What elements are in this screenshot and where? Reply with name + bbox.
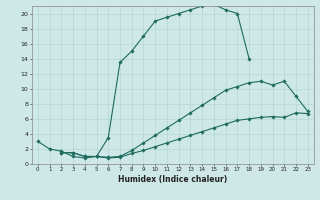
X-axis label: Humidex (Indice chaleur): Humidex (Indice chaleur)	[118, 175, 228, 184]
